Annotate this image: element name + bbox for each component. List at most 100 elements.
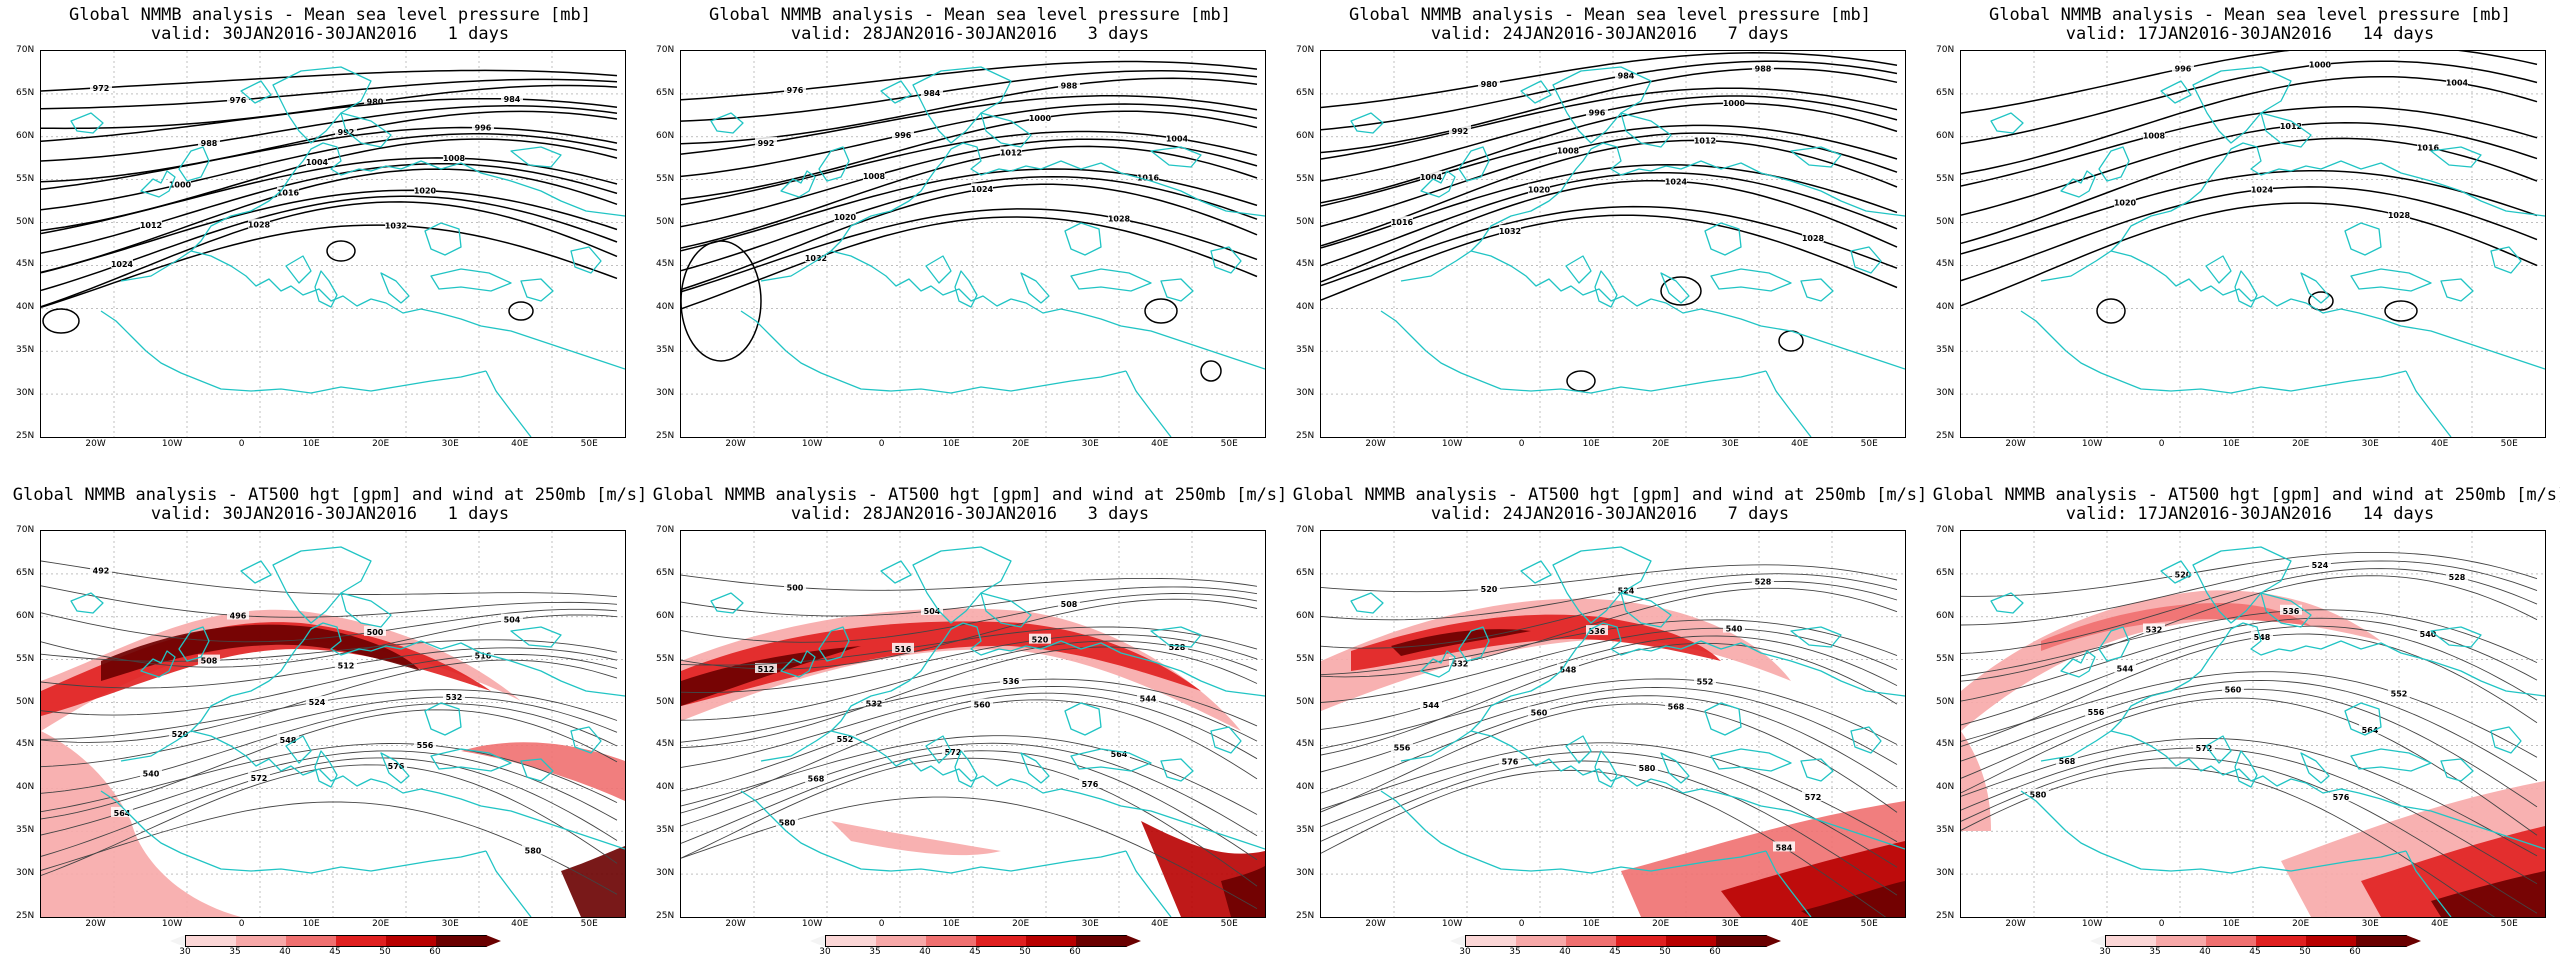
isobar-line (1321, 87, 1898, 160)
coastline (2234, 270, 2258, 308)
lat-label: 45N (1936, 259, 1955, 270)
height-label: 552 (837, 735, 854, 744)
isobar-label: 1024 (1665, 177, 1688, 186)
lon-label: 10W (161, 919, 183, 929)
coastline (1790, 626, 1842, 648)
height-label: 576 (1082, 780, 1099, 789)
lon-label: 30E (441, 919, 459, 929)
coastline (1150, 626, 1202, 648)
height-contour (1321, 587, 1898, 678)
high-pressure-centre (1200, 360, 1222, 382)
coastline (1160, 758, 1194, 782)
coastline (380, 752, 410, 784)
lat-label: 30N (1936, 868, 1955, 879)
height-contour (1961, 671, 2538, 758)
coastline (2405, 850, 2452, 917)
coastline (2110, 730, 2545, 850)
colorbar-cell (386, 936, 436, 946)
contour-label-bg (2309, 558, 2331, 569)
isobar-label: 1028 (1802, 234, 1825, 243)
lat-label: 30N (656, 388, 675, 399)
high-pressure-centre (2096, 298, 2126, 324)
wind-speed-shading (2431, 871, 2545, 917)
height-contour (681, 750, 1258, 861)
coastline (380, 272, 410, 304)
lat-label: 65N (1936, 567, 1955, 578)
contour-label-bg (863, 170, 885, 181)
height-contour (41, 764, 618, 876)
lat-label: 50N (16, 216, 35, 227)
mslp-map-svg: 976 984 988 992 996 1000 1004 1008 1012 1016 1020 1… (681, 51, 1265, 437)
isobar-line (1961, 51, 2538, 114)
lon-label: 0 (238, 919, 245, 929)
coastline (1020, 272, 1050, 304)
lon-label: 10W (801, 439, 823, 449)
contour-label-bg (1586, 106, 1608, 117)
colorbar-low-extension (170, 935, 185, 947)
coastline (520, 758, 554, 782)
contour-label-bg (248, 218, 270, 229)
height-contour (41, 696, 618, 768)
lat-label: 45N (1296, 739, 1315, 750)
isobar-line (681, 216, 1258, 310)
isobar-line (681, 110, 1258, 200)
isobar-label: 984 (1618, 71, 1635, 80)
height-label: 576 (2333, 793, 2350, 802)
coastline (240, 560, 272, 584)
contour-label-bg (1391, 741, 1413, 752)
contour-label-bg (1137, 171, 1159, 182)
lat-label: 35N (16, 345, 35, 356)
colorbar-cell (876, 936, 926, 946)
lat-label: 55N (656, 173, 675, 184)
contour-label-bg (1449, 124, 1471, 135)
contour-label-bg (1723, 97, 1745, 108)
contour-label-bg (755, 136, 777, 147)
coastline (1990, 592, 2024, 614)
z500-map-svg: 492 496 500 504 508 512 516 520 524 532 540 548 556 5… (41, 531, 625, 917)
coastline (2300, 272, 2330, 304)
isobar-label: 1020 (2114, 199, 2137, 208)
lat-label: 40N (1936, 302, 1955, 313)
contour-label-bg (1665, 175, 1687, 186)
colorbar-label: 60 (2349, 947, 2361, 957)
coastline (2440, 758, 2474, 782)
lon-label: 0 (2158, 439, 2165, 449)
height-label: 524 (2312, 561, 2329, 570)
isobar-label: 1012 (1000, 149, 1022, 158)
coastline (1400, 142, 1905, 282)
lat-label: 30N (1296, 388, 1315, 399)
lat-label: 25N (16, 431, 35, 441)
coastline (1620, 112, 1672, 148)
coastline (510, 146, 562, 168)
height-contour (41, 743, 618, 813)
colorbar-label: 60 (1069, 947, 1081, 957)
height-label: 560 (974, 701, 991, 710)
isobar-label: 1012 (1694, 137, 1716, 146)
height-label: 580 (779, 819, 796, 828)
colorbar-cell (1026, 936, 1076, 946)
coastline (1160, 278, 1194, 302)
contour-label-bg (198, 136, 220, 147)
isobar-label: 984 (504, 95, 521, 104)
coastline (120, 622, 625, 762)
height-contour (1321, 642, 1898, 756)
contour-label-bg (501, 92, 523, 103)
height-contour (681, 574, 1258, 591)
coastline (1594, 750, 1618, 788)
contour-label-bg (1615, 69, 1637, 80)
lat-label: 25N (16, 911, 35, 921)
lon-label: 10E (302, 439, 320, 449)
lon-label: 10E (2222, 439, 2240, 449)
mslp-panel-4: Global NMMB analysis - Mean sea level pr… (1930, 0, 2560, 480)
isobar-label: 1024 (971, 185, 994, 194)
lat-label: 55N (1296, 173, 1315, 184)
coastline (140, 170, 176, 198)
coastline (1380, 790, 1767, 874)
colorbar-label: 50 (1019, 947, 1031, 957)
contour-label-bg (472, 121, 494, 132)
colorbar-cell (1466, 936, 1516, 946)
lat-label: 40N (1296, 302, 1315, 313)
isobar-line (1961, 202, 2538, 307)
isobar-line (1321, 139, 1898, 247)
contour-label-bg (1528, 183, 1550, 194)
